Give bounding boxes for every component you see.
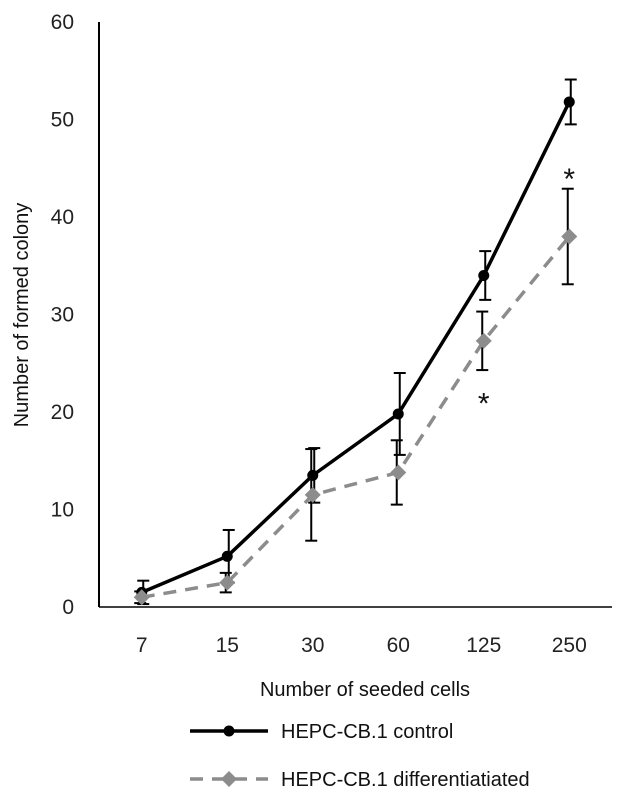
data-point (221, 550, 233, 562)
data-point (561, 228, 578, 245)
y-tick-label: 30 (51, 304, 74, 327)
x-tick-labels: 7 15 30 60 125 250 (136, 634, 587, 657)
y-tick-label: 60 (51, 11, 74, 34)
legend-marker-control (223, 725, 235, 737)
x-tick-label: 125 (466, 634, 501, 657)
x-tick-label: 7 (136, 634, 148, 657)
y-tick-label: 0 (62, 596, 74, 619)
data-point (219, 574, 236, 591)
data-point (304, 486, 321, 503)
x-tick-label: 60 (387, 634, 410, 657)
y-tick-label: 40 (51, 206, 74, 229)
y-tick-label: 10 (51, 499, 74, 522)
legend-label-control: HEPC-CB.1 control (281, 721, 453, 743)
error-bars (134, 78, 577, 606)
y-axis-title: Number of formed colony (11, 203, 33, 428)
series-line-control (141, 101, 571, 594)
annotations: ** (478, 163, 576, 420)
series-lines (141, 101, 571, 599)
legend-label-differentiated: HEPC-CB.1 differentiatiated (281, 769, 530, 791)
legend-marker-differentiated (221, 771, 237, 787)
data-markers (133, 96, 578, 606)
data-point (475, 332, 492, 349)
data-point (390, 464, 407, 481)
y-tick-label: 20 (51, 401, 74, 424)
series-line-differentiated (141, 235, 571, 599)
axes (98, 22, 612, 608)
significance-marker: * (563, 163, 575, 196)
data-point (392, 408, 404, 420)
legend: HEPC-CB.1 control HEPC-CB.1 differentiat… (190, 721, 530, 791)
data-point (307, 469, 319, 481)
significance-marker: * (478, 387, 490, 420)
data-point (478, 270, 490, 281)
y-tick-label: 50 (51, 109, 74, 132)
data-point (563, 96, 575, 108)
x-axis-title: Number of seeded cells (260, 679, 470, 701)
x-tick-label: 30 (301, 634, 324, 657)
data-point (133, 589, 150, 606)
x-tick-label: 250 (552, 634, 587, 657)
x-tick-label: 15 (216, 634, 239, 657)
y-tick-labels: 0 10 20 30 40 50 60 (51, 11, 74, 619)
